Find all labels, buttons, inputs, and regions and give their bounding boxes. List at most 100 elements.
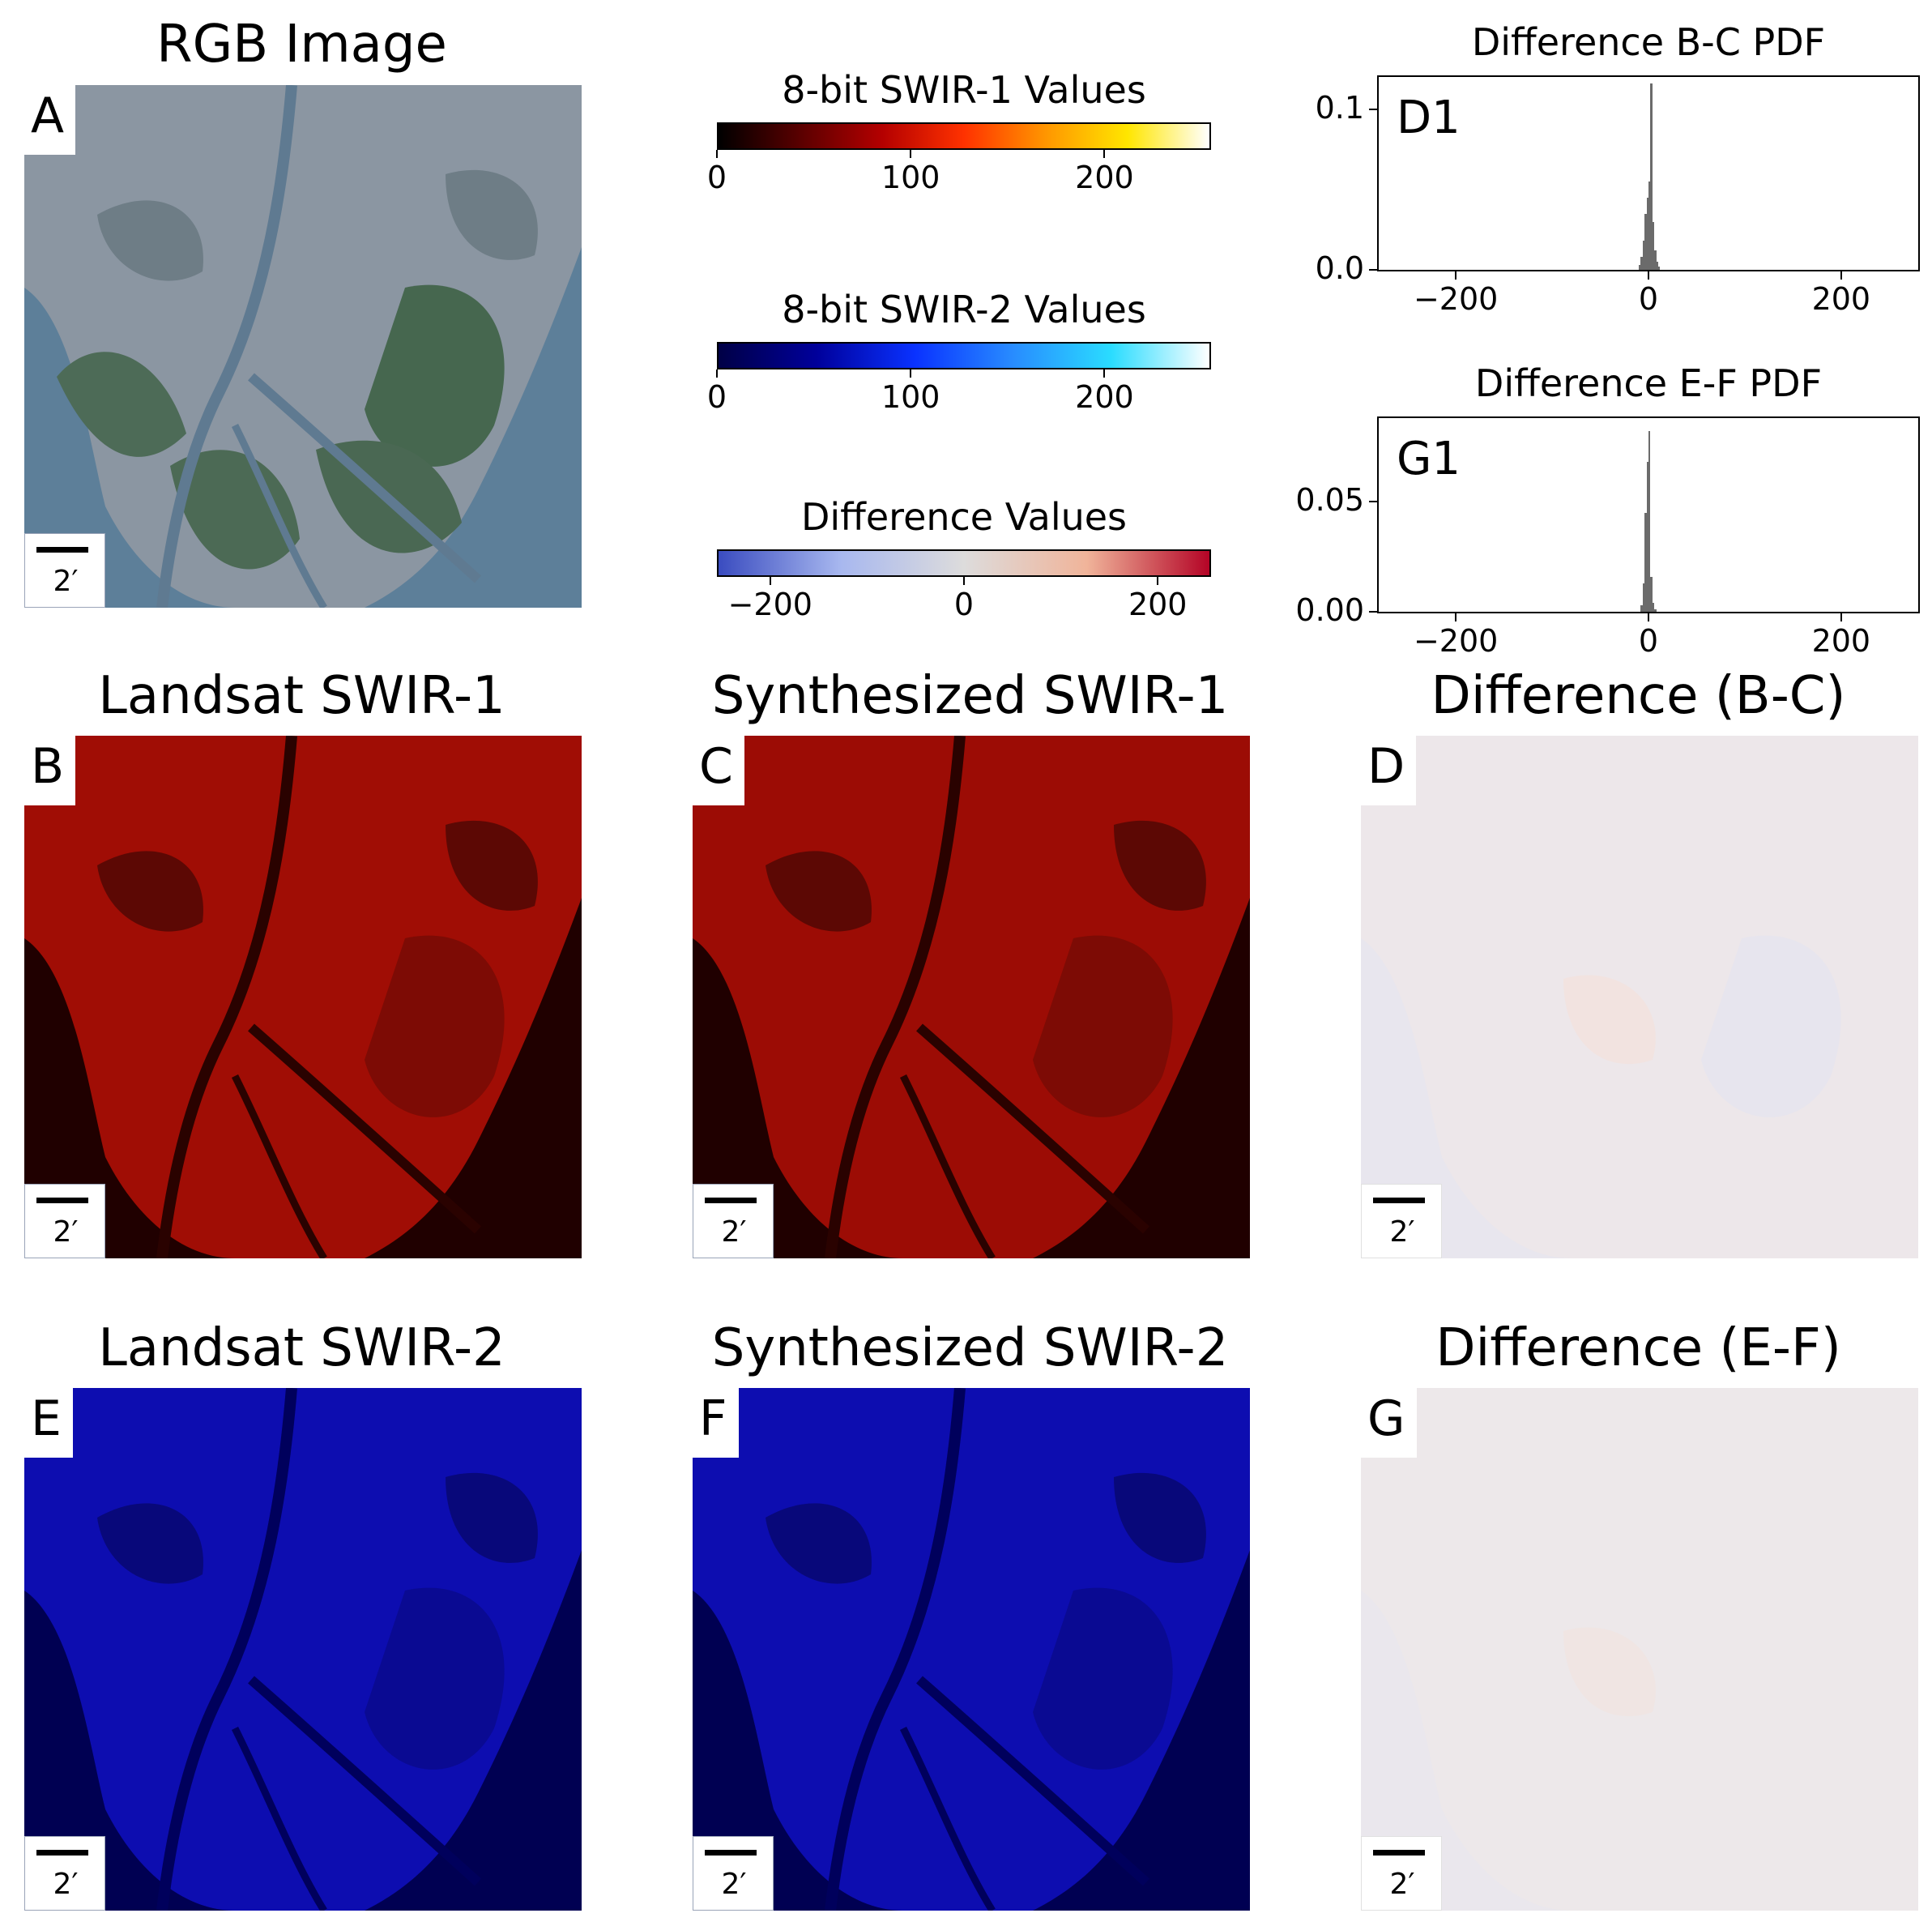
y-axis-tick bbox=[1369, 611, 1377, 613]
difference-ef-image bbox=[1361, 1388, 1918, 1911]
panel-d-scalebar: 2′ bbox=[1361, 1184, 1442, 1258]
x-axis-tick bbox=[1455, 613, 1457, 621]
y-axis-tick-label: 0.1 bbox=[1315, 89, 1364, 126]
x-axis-tick-label: 0 bbox=[1638, 281, 1659, 317]
panel-g-title: Difference (E-F) bbox=[1435, 1318, 1841, 1378]
scale-bar-line bbox=[1373, 1198, 1425, 1203]
scale-bar-line bbox=[705, 1850, 757, 1856]
histogram-bar bbox=[1648, 431, 1651, 612]
panel-b-title: Landsat SWIR-1 bbox=[98, 666, 505, 726]
colorbar-tick-label: 0 bbox=[953, 587, 975, 622]
x-axis-tick-label: −200 bbox=[1413, 623, 1499, 659]
hist-g1-label: G1 bbox=[1397, 433, 1461, 485]
colorbar-tick-label: 200 bbox=[1075, 160, 1134, 195]
swir1-colorbar-title: 8-bit SWIR-1 Values bbox=[782, 68, 1146, 112]
difference-bc-image bbox=[1361, 736, 1918, 1258]
y-axis-tick-label: 0.0 bbox=[1315, 250, 1364, 286]
y-axis-tick bbox=[1369, 269, 1377, 271]
histogram-bar bbox=[1644, 213, 1647, 270]
panel-e-title: Landsat SWIR-2 bbox=[98, 1318, 505, 1378]
colorbar-tick bbox=[1103, 369, 1106, 378]
histogram-bar bbox=[1640, 604, 1643, 612]
rgb-image bbox=[24, 85, 582, 608]
panel-f-title: Synthesized SWIR-2 bbox=[711, 1318, 1229, 1378]
histogram-bar bbox=[1639, 265, 1641, 270]
panel-f-letter: F bbox=[693, 1388, 739, 1458]
rgb-image-panel: A 2′ bbox=[24, 85, 582, 608]
hist-d1-axes: D1 bbox=[1377, 75, 1920, 271]
histogram-bar bbox=[1654, 250, 1657, 270]
histogram-bar bbox=[1642, 583, 1645, 612]
swir2-colorbar bbox=[717, 342, 1211, 369]
x-axis-tick-label: 200 bbox=[1811, 623, 1871, 659]
x-axis-tick bbox=[1648, 613, 1649, 621]
hist-d1-label: D1 bbox=[1397, 92, 1461, 144]
panel-c-title: Synthesized SWIR-1 bbox=[711, 666, 1229, 726]
panel-a-letter: A bbox=[24, 85, 76, 155]
panel-a-title: RGB Image bbox=[156, 15, 447, 75]
colorbar-tick bbox=[1157, 577, 1159, 585]
x-axis-tick-label: 0 bbox=[1638, 623, 1659, 659]
panel-c-letter: C bbox=[693, 736, 744, 805]
x-axis-tick-label: 200 bbox=[1811, 281, 1871, 317]
landsat-swir1-panel: B 2′ bbox=[24, 736, 582, 1258]
scale-bar-label: 2′ bbox=[53, 1868, 79, 1901]
difference-ef-panel: G 2′ bbox=[1361, 1388, 1918, 1911]
histogram-bar bbox=[1656, 262, 1658, 270]
swir2-colorbar-title: 8-bit SWIR-2 Values bbox=[782, 288, 1146, 331]
colorbar-tick-label: 200 bbox=[1128, 587, 1188, 622]
hist-g1-title: Difference E-F PDF bbox=[1474, 361, 1823, 405]
synthesized-swir2-panel: F 2′ bbox=[693, 1388, 1250, 1911]
histogram-bar bbox=[1654, 609, 1657, 612]
colorbar-tick bbox=[910, 150, 912, 158]
scale-bar-line bbox=[36, 1198, 88, 1203]
histogram-bar bbox=[1652, 603, 1655, 612]
x-axis-tick-label: −200 bbox=[1413, 281, 1499, 317]
scale-bar-label: 2′ bbox=[53, 565, 79, 598]
scale-bar-line bbox=[1373, 1850, 1425, 1856]
colorbar-tick-label: 200 bbox=[1075, 379, 1134, 415]
panel-e-letter: E bbox=[24, 1388, 73, 1458]
difference-colorbar bbox=[717, 549, 1211, 577]
landsat-swir2-image bbox=[24, 1388, 582, 1911]
swir1-colorbar bbox=[717, 122, 1211, 150]
panel-b-letter: B bbox=[24, 736, 76, 805]
landsat-swir2-panel: E 2′ bbox=[24, 1388, 582, 1911]
colorbar-tick bbox=[716, 150, 718, 158]
histogram-bar bbox=[1657, 267, 1661, 270]
colorbar-tick-label: 0 bbox=[706, 379, 727, 415]
scale-bar-label: 2′ bbox=[721, 1868, 747, 1901]
scale-bar-line bbox=[36, 1850, 88, 1856]
panel-b-scalebar: 2′ bbox=[24, 1184, 105, 1258]
colorbar-tick bbox=[1103, 150, 1106, 158]
colorbar-tick bbox=[716, 369, 718, 378]
synthesized-swir1-panel: C 2′ bbox=[693, 736, 1250, 1258]
histogram-bar bbox=[1648, 181, 1651, 270]
colorbar-tick-label: −200 bbox=[727, 587, 812, 622]
x-axis-tick bbox=[1648, 271, 1649, 280]
scale-bar-label: 2′ bbox=[1389, 1868, 1415, 1901]
hist-g1-axes: G1 bbox=[1377, 416, 1920, 613]
histogram-bar bbox=[1646, 197, 1648, 270]
histogram-bar bbox=[1644, 512, 1647, 612]
x-axis-tick bbox=[1840, 613, 1842, 621]
panel-d-title: Difference (B-C) bbox=[1431, 666, 1846, 726]
y-axis-tick bbox=[1369, 501, 1377, 503]
synthesized-swir2-image bbox=[693, 1388, 1250, 1911]
y-axis-tick-label: 0.00 bbox=[1295, 592, 1364, 628]
colorbar-tick bbox=[769, 577, 771, 585]
histogram-bar bbox=[1642, 241, 1645, 270]
panel-d-letter: D bbox=[1361, 736, 1417, 805]
y-axis-tick bbox=[1369, 108, 1377, 110]
x-axis-tick bbox=[1455, 271, 1457, 280]
panel-f-scalebar: 2′ bbox=[693, 1836, 774, 1911]
histogram-bar bbox=[1650, 576, 1653, 612]
colorbar-tick-label: 100 bbox=[881, 379, 940, 415]
histogram-bar bbox=[1640, 257, 1643, 270]
colorbar-tick-label: 100 bbox=[881, 160, 940, 195]
histogram-bar bbox=[1652, 221, 1655, 270]
y-axis-tick-label: 0.05 bbox=[1295, 482, 1364, 519]
colorbar-tick bbox=[910, 369, 912, 378]
difference-colorbar-title: Difference Values bbox=[800, 495, 1128, 539]
scale-bar-line bbox=[705, 1198, 757, 1203]
